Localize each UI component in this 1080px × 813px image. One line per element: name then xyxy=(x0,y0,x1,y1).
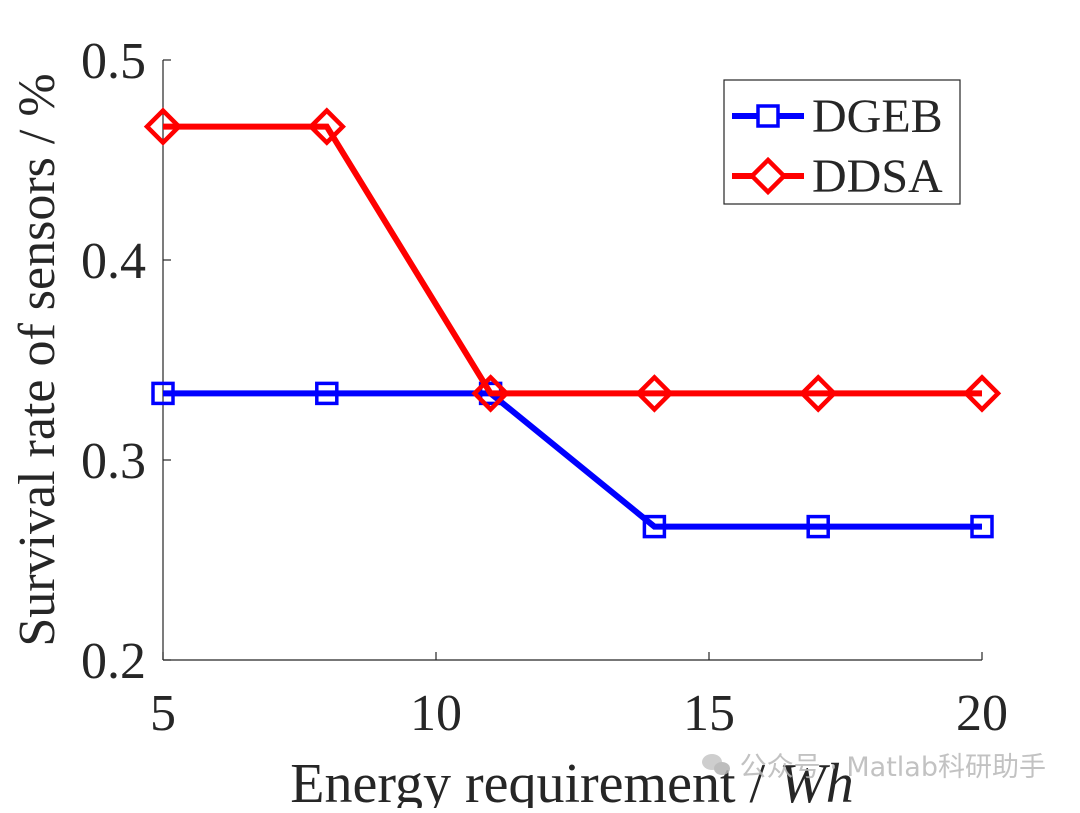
x-axis-label: Energy requirement / Wh xyxy=(290,753,853,808)
data-point-dgeb xyxy=(970,514,994,539)
series-line-dgeb xyxy=(163,390,982,530)
axis-labels: Energy requirement / Wh Survival rate of … xyxy=(9,73,854,813)
data-point-dgeb xyxy=(642,514,667,539)
data-point-ddsa xyxy=(962,374,1002,413)
y-tick-label: 0.4 xyxy=(81,233,146,290)
x-tick-label: 10 xyxy=(410,685,462,742)
x-tick-label: 20 xyxy=(956,685,1008,742)
legend-label: DDSA xyxy=(812,150,943,203)
legend-label: DGEB xyxy=(812,90,943,143)
y-axis-label: Survival rate of sensors / % xyxy=(9,73,66,646)
legend-entry-dgeb: DGEB xyxy=(732,90,943,143)
data-point-dgeb xyxy=(151,381,175,406)
data-point-ddsa xyxy=(471,374,510,413)
legend-marker-square xyxy=(756,104,780,128)
data-point-ddsa xyxy=(307,107,346,146)
y-tick-label: 0.3 xyxy=(81,433,146,490)
data-point-ddsa xyxy=(143,107,183,146)
x-tick-label: 5 xyxy=(150,685,176,742)
legend: DGEB DDSA xyxy=(723,79,961,205)
y-tick-label: 0.5 xyxy=(81,33,146,90)
data-point-ddsa xyxy=(799,374,838,413)
axes: 5 10 15 20 0.2 0.3 0.4 0.5 xyxy=(81,33,1008,742)
x-tick-label: 15 xyxy=(683,685,735,742)
watermark-text: 公众号 · Matlab科研助手 xyxy=(739,752,1046,783)
legend-marker-diamond xyxy=(748,156,788,196)
series-line-ddsa xyxy=(163,123,982,397)
data-point-ddsa xyxy=(635,374,674,413)
y-tick-label: 0.2 xyxy=(81,633,146,690)
data-point-dgeb xyxy=(806,514,830,539)
wechat-icon xyxy=(701,752,732,778)
series-ddsa xyxy=(143,107,1002,413)
series-layer xyxy=(143,107,1002,539)
data-point-dgeb xyxy=(315,381,339,406)
watermark: 公众号 · Matlab科研助手 xyxy=(701,745,1046,784)
legend-entry-ddsa: DDSA xyxy=(732,150,943,203)
series-dgeb xyxy=(151,381,994,539)
